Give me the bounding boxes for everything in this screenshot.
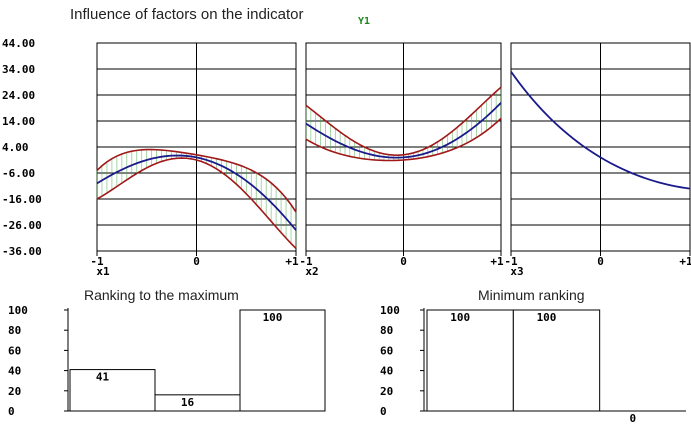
fit-line xyxy=(305,102,502,159)
bar-y-tick-label: 80 xyxy=(380,324,393,337)
y-tick-label: 44.00 xyxy=(2,37,35,50)
y-tick-label: -16.00 xyxy=(2,193,42,206)
y-tick-label: 24.00 xyxy=(2,89,35,102)
line-panel-x2 xyxy=(305,42,502,256)
x-tick-label: -1 xyxy=(299,255,313,268)
bar-x2 xyxy=(512,309,601,412)
bar-y-tick-label: 60 xyxy=(8,344,21,357)
bar-y-tick-label: 100 xyxy=(8,304,28,317)
lower-bound-line xyxy=(96,157,297,249)
x-tick-label: +1 xyxy=(490,255,504,268)
bar-value-label: 41 xyxy=(96,371,110,384)
bar-y-tick-label: 40 xyxy=(8,365,21,378)
x-tick-label: +1 xyxy=(285,255,299,268)
fit-line xyxy=(510,71,691,190)
bar-y-tick-label: 20 xyxy=(8,385,21,398)
bar-y-tick-label: 80 xyxy=(8,324,21,337)
bar-y-tick-label: 100 xyxy=(380,304,400,317)
upper-bound-line xyxy=(96,148,297,213)
y-tick-label: -36.00 xyxy=(2,245,42,258)
bar-y-tick-label: 60 xyxy=(380,344,393,357)
bar-y-tick-label: 20 xyxy=(380,385,393,398)
chart-subtitle: Y1 xyxy=(358,16,371,27)
bar-chart-min xyxy=(420,308,686,412)
y-tick-label: 14.00 xyxy=(2,115,35,128)
bar-value-label: 100 xyxy=(450,311,470,324)
y-tick-label: -6.00 xyxy=(2,167,35,180)
chart-title: Influence of factors on the indicator xyxy=(70,6,304,23)
x-axis-label: x1 xyxy=(96,265,110,278)
bar-x1 xyxy=(69,369,156,412)
bar-x2 xyxy=(154,394,241,412)
x-tick-label: -1 xyxy=(504,255,518,268)
lower-bound-line xyxy=(305,117,502,162)
y-tick-label: 4.00 xyxy=(2,141,29,154)
x-tick-label: 0 xyxy=(597,255,604,268)
bar-value-label: 16 xyxy=(181,396,195,409)
x-tick-label: 0 xyxy=(400,255,407,268)
bar-chart-min-title: Minimum ranking xyxy=(478,287,585,303)
line-panel-x1 xyxy=(96,42,297,256)
x-axis-label: x3 xyxy=(510,265,523,278)
line-panel-x3 xyxy=(510,42,691,256)
bar-value-label: 100 xyxy=(263,311,283,324)
x-tick-label: +1 xyxy=(679,255,691,268)
upper-bound-line xyxy=(305,86,502,156)
x-axis-label: x2 xyxy=(305,265,318,278)
bar-value-label: 0 xyxy=(630,412,637,424)
bar-value-label: 100 xyxy=(537,311,557,324)
y-tick-label: -26.00 xyxy=(2,219,42,232)
bar-chart-max-title: Ranking to the maximum xyxy=(84,287,239,303)
x-tick-label: 0 xyxy=(193,255,200,268)
bar-y-tick-label: 0 xyxy=(8,405,15,418)
bar-y-tick-label: 0 xyxy=(380,405,387,418)
bar-chart-max xyxy=(64,308,326,412)
fit-line xyxy=(96,154,297,231)
bar-y-tick-label: 40 xyxy=(380,365,393,378)
bar-x3 xyxy=(239,309,326,412)
y-tick-label: 34.00 xyxy=(2,63,35,76)
x-tick-label: -1 xyxy=(90,255,104,268)
bar-x1 xyxy=(426,309,514,412)
